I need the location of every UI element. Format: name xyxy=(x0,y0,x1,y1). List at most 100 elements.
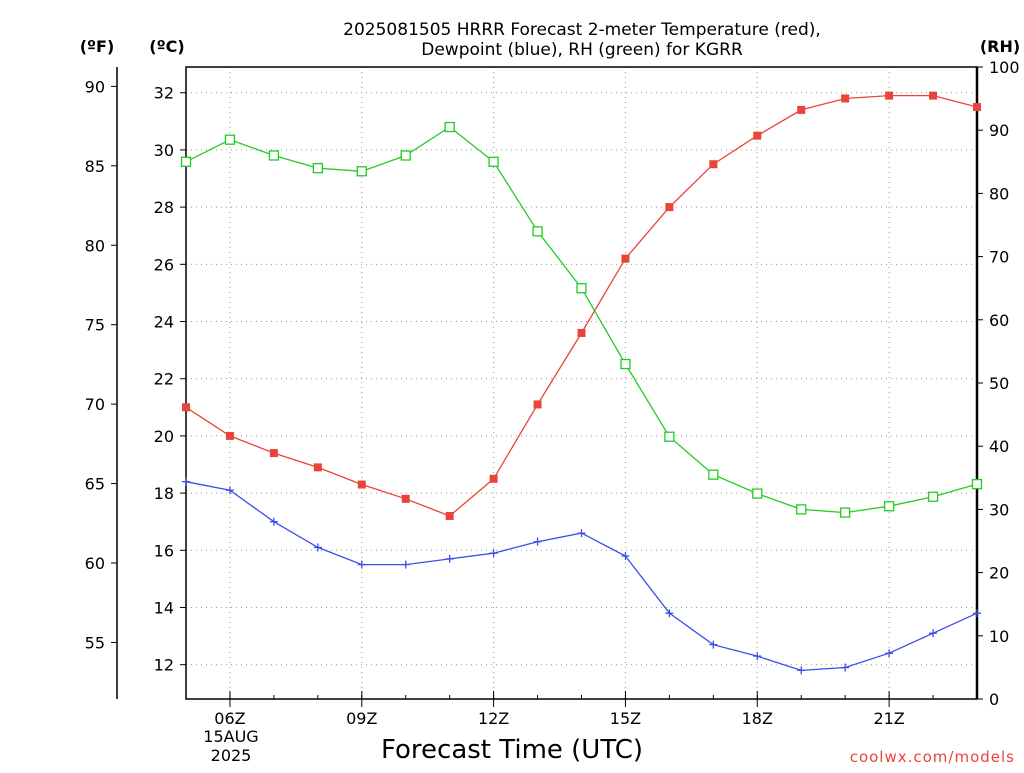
dewpoint-point xyxy=(753,652,762,661)
rh-point xyxy=(927,491,939,502)
source-credit: coolwx.com/models xyxy=(850,748,1015,766)
rh-point xyxy=(620,358,631,370)
rh-point xyxy=(971,478,983,490)
rh-tick-label: 80 xyxy=(989,184,1009,203)
celsius-tick-label: 14 xyxy=(154,598,174,617)
temperature-point xyxy=(973,103,981,112)
chart-title-line-2: Dewpoint (blue), RH (green) for KGRR xyxy=(421,40,743,60)
dewpoint-point xyxy=(973,609,981,618)
dewpoint-point xyxy=(885,649,894,658)
rh-tick-label: 10 xyxy=(989,627,1009,646)
rh-point xyxy=(752,488,763,499)
rh-point xyxy=(532,226,543,237)
dewpoint-point xyxy=(401,560,410,569)
celsius-tick-label: 26 xyxy=(154,255,174,274)
temperature-point xyxy=(357,480,366,489)
rh-point xyxy=(576,283,587,294)
rh-series-line xyxy=(185,126,978,514)
temperature-point xyxy=(225,431,234,440)
rh-point xyxy=(708,469,719,480)
dewpoint-point xyxy=(313,543,322,552)
x-tick-label: 12Z xyxy=(478,709,509,728)
rh-point xyxy=(488,156,499,167)
temperature-point xyxy=(621,254,630,263)
celsius-tick-label: 28 xyxy=(154,198,174,217)
temperature-point xyxy=(533,400,542,409)
celsius-tick-label: 12 xyxy=(154,656,174,675)
dewpoint-point xyxy=(269,517,278,526)
temperature-point xyxy=(753,131,762,140)
date-label-year: 2025 xyxy=(211,746,252,765)
dewpoint-point xyxy=(445,554,454,563)
dewpoint-point xyxy=(841,663,850,672)
temperature-point xyxy=(709,160,718,169)
rh-tick-label: 30 xyxy=(989,500,1009,519)
dewpoint-point xyxy=(357,560,366,569)
rh-tick-label: 50 xyxy=(989,374,1009,393)
fahrenheit-unit-label: (ºF) xyxy=(80,37,115,56)
dewpoint-point xyxy=(182,477,190,486)
celsius-unit-label: (ºC) xyxy=(149,37,184,56)
rh-tick-label: 20 xyxy=(989,564,1009,583)
rh-tick-label: 70 xyxy=(989,248,1009,267)
temperature-series-line xyxy=(185,94,978,517)
rh-point xyxy=(444,121,455,133)
rh-tick-label: 100 xyxy=(989,58,1020,77)
data-series xyxy=(180,91,983,675)
chart-title-line-1: 2025081505 HRRR Forecast 2-meter Tempera… xyxy=(343,20,821,40)
temperature-point xyxy=(313,463,322,472)
dewpoint-point xyxy=(577,529,586,538)
temperature-point xyxy=(401,494,410,503)
temperature-point xyxy=(489,474,498,483)
chart-axes xyxy=(111,66,983,707)
dewpoint-point xyxy=(621,552,630,561)
celsius-tick-label: 16 xyxy=(154,541,174,560)
temperature-point xyxy=(841,94,850,103)
celsius-tick-label: 24 xyxy=(154,313,174,332)
temperature-point xyxy=(665,203,674,212)
dewpoint-series-line xyxy=(185,481,978,672)
temperature-point xyxy=(577,328,586,337)
rh-point xyxy=(796,504,807,515)
celsius-tick-label: 18 xyxy=(154,484,174,503)
rh-point xyxy=(883,501,895,512)
rh-point xyxy=(840,507,851,518)
dewpoint-point xyxy=(533,537,542,546)
fahrenheit-tick-label: 90 xyxy=(85,77,105,96)
fahrenheit-tick-label: 85 xyxy=(85,157,105,176)
temperature-point xyxy=(445,511,454,520)
fahrenheit-tick-label: 75 xyxy=(85,316,105,335)
rh-point xyxy=(664,431,675,442)
rh-tick-label: 60 xyxy=(989,311,1009,330)
fahrenheit-tick-label: 70 xyxy=(85,395,105,414)
rh-point xyxy=(224,134,236,145)
celsius-tick-label: 30 xyxy=(154,141,174,160)
dewpoint-point xyxy=(709,640,718,649)
fahrenheit-tick-label: 65 xyxy=(85,475,105,494)
rh-point xyxy=(312,162,323,174)
x-tick-label: 21Z xyxy=(873,709,904,728)
rh-point xyxy=(180,156,192,167)
rh-unit-label: (RH) xyxy=(980,37,1020,56)
temperature-point xyxy=(182,403,190,412)
celsius-tick-label: 32 xyxy=(154,84,174,103)
rh-tick-label: 90 xyxy=(989,121,1009,140)
temperature-point xyxy=(269,449,278,458)
dewpoint-point xyxy=(489,549,498,558)
dewpoint-point xyxy=(665,609,674,618)
celsius-tick-label: 22 xyxy=(154,370,174,389)
dewpoint-point xyxy=(797,666,806,675)
x-tick-label: 15Z xyxy=(610,709,641,728)
rh-tick-label: 40 xyxy=(989,437,1009,456)
temperature-point xyxy=(929,91,938,100)
rh-point xyxy=(356,166,367,177)
rh-point xyxy=(268,150,280,161)
rh-point xyxy=(400,150,411,161)
fahrenheit-tick-label: 60 xyxy=(85,554,105,573)
celsius-tick-label: 20 xyxy=(154,427,174,446)
grid-lines xyxy=(186,67,977,699)
x-tick-label: 06Z xyxy=(214,709,245,728)
x-tick-label: 09Z xyxy=(346,709,377,728)
